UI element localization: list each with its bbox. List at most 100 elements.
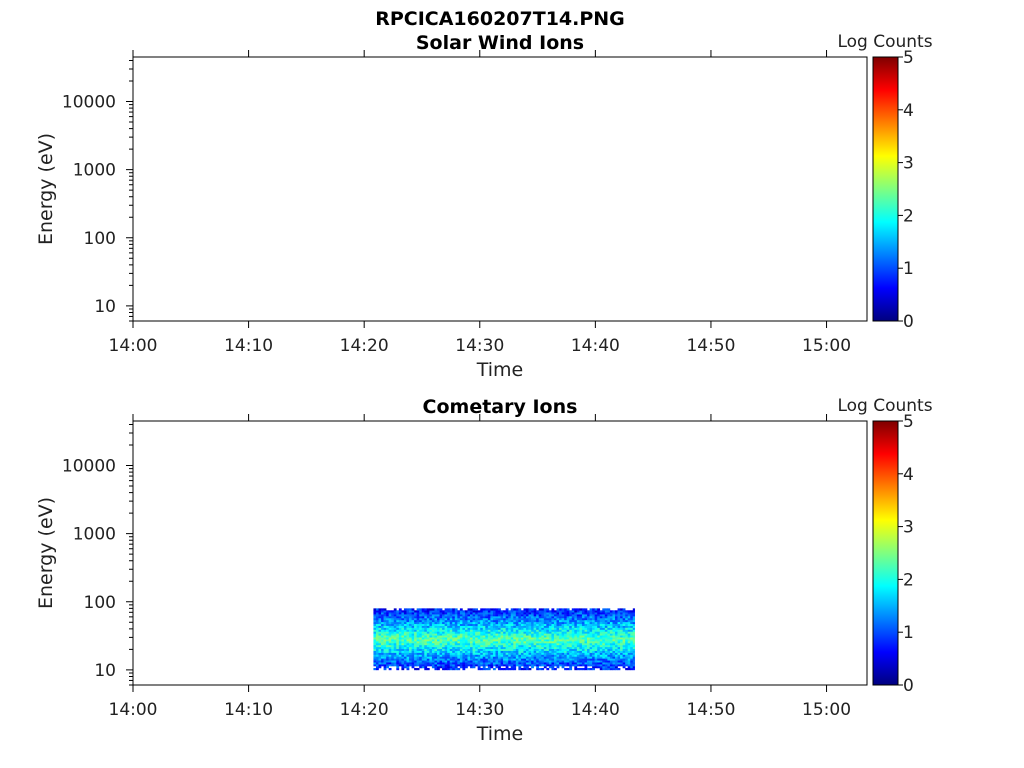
spectrogram-cell [536,642,540,646]
spectrogram-cell [462,664,466,667]
spectrogram-cell [457,617,461,621]
spectrogram-cell [571,631,575,634]
spectrogram-cell [523,641,527,644]
spectrogram-cell [391,623,395,626]
spectrogram-cell [475,629,478,632]
spectrogram-cell [500,639,504,642]
spectrogram-cell [625,633,629,636]
spectrogram-cell [622,637,626,640]
spectrogram-cell [520,612,524,615]
spectrogram-cell [520,648,524,651]
panel-cometary: Cometary Ions 14:00 14:10 14:20 14:30 14:40 1… [35,396,933,745]
spectrogram-cell [594,637,598,640]
spectrogram-cell [597,666,601,669]
spectrogram-cell [424,667,428,671]
spectrogram-cell [442,666,445,669]
spectrogram-cell [429,658,433,661]
spectrogram-cell [492,633,496,636]
spectrogram-cell [617,662,621,665]
spectrogram-cell [589,644,593,648]
spectrogram-cell [411,623,415,626]
spectrogram-cell [429,619,433,623]
spectrogram-cell [609,627,613,630]
spectrogram-cell [551,660,555,663]
spectrogram-cell [604,648,608,651]
spectrogram-cell [449,631,453,634]
spectrogram-cell [513,614,517,617]
spectrogram-cell [541,664,545,667]
spectrogram-cell [589,614,593,617]
spectrogram-cell [490,629,494,632]
spectrogram-cell [609,667,613,671]
spectrogram-cell [442,631,445,634]
spectrogram-cell [452,642,456,646]
spectrogram-cell [592,667,595,671]
spectrogram-cell [492,627,496,630]
spectrogram-cell [406,627,410,630]
spectrogram-cell [541,667,545,671]
spectrogram-cell [523,644,527,648]
spectrogram-cell [528,621,532,625]
spectrogram-cell [630,654,634,657]
spectrogram-cell [462,637,466,640]
spectrogram-cell [503,648,506,651]
spectrogram-cell [383,652,387,655]
spectrogram-cell [632,641,635,644]
spectrogram-cell [612,662,616,665]
spectrogram-cell [510,629,514,632]
spectrogram-cell [500,625,504,628]
spectrogram-cell [498,644,501,648]
spectrogram-cell [467,619,471,623]
spectrogram-cell [403,616,407,619]
spectrogram-cell [409,610,412,613]
spectrogram-cell [437,612,440,615]
spectrogram-cell [604,612,608,615]
spectrogram-cell [518,650,522,653]
spectrogram-cell [464,662,468,665]
spectrogram-cell [559,637,562,640]
spectrogram-cell [508,652,512,655]
spectrogram-cell [559,664,562,667]
spectrogram-cell [541,617,545,621]
spectrogram-cell [536,641,540,644]
spectrogram-cell [487,612,491,615]
spectrogram-cell [429,608,433,611]
spectrogram-cell [467,629,471,632]
spectrogram-cell [569,662,573,665]
spectrogram-cell [513,648,517,651]
x-tick-label: 14:50 [686,336,735,356]
spectrogram-cell [553,650,557,653]
spectrogram-cell [526,617,529,621]
spectrogram-cell [513,650,517,653]
spectrogram-cell [383,627,387,630]
spectrogram-cell [434,660,438,663]
spectrogram-cell [447,644,451,648]
spectrogram-cell [612,654,616,657]
spectrogram-cell [604,664,608,667]
spectrogram-cell [498,642,501,646]
spectrogram-cell [429,623,433,626]
spectrogram-cell [437,629,440,632]
spectrogram-cell [500,667,504,671]
spectrogram-cell [520,642,524,646]
spectrogram-cell [482,627,486,630]
spectrogram-cell [587,617,590,621]
spectrogram-cell [581,658,585,661]
spectrogram-cell [391,664,395,667]
spectrogram-cell [492,639,496,642]
spectrogram-cell [553,658,557,661]
spectrogram-cell [559,642,562,646]
spectrogram-cell [630,662,634,665]
spectrogram-cell [574,658,578,661]
spectrogram-cell [607,662,611,665]
spectrogram-cell [383,612,387,615]
spectrogram-cell [396,623,400,626]
spectrogram-cell [589,612,593,615]
spectrogram-cell [630,633,634,636]
spectrogram-cell [439,614,443,617]
spectrogram-cell [617,617,621,621]
spectrogram-cell [462,633,466,636]
spectrogram-cell [398,635,402,638]
spectrogram-cell [475,623,478,626]
spectrogram-cell [597,627,601,630]
